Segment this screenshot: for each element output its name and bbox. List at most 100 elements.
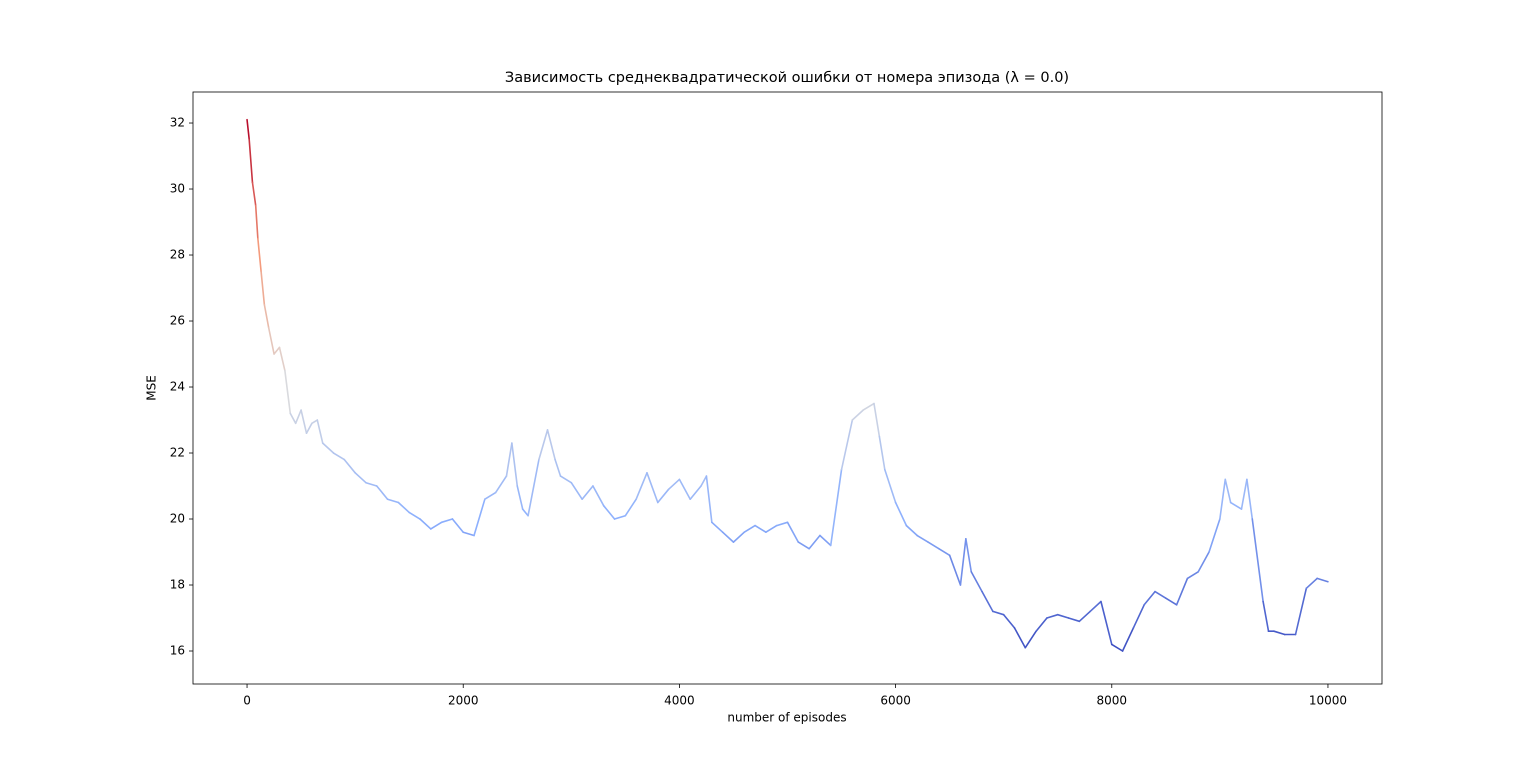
line-segment [516,485,524,510]
line-segment [1110,643,1124,652]
x-tick-label: 0 [243,694,251,708]
line-segment [678,478,692,501]
line-segment [251,181,257,207]
line-segment [484,491,497,501]
line-segment [1262,600,1270,633]
line-segment [1294,587,1308,636]
y-tick-label: 26 [170,314,185,328]
y-tick-label: 30 [170,182,185,196]
line-segment [527,458,540,517]
line-segment [1046,613,1059,619]
line-segment [257,237,262,273]
line-segment [1024,630,1037,649]
line-segment [1089,600,1102,613]
y-tick-label: 32 [170,116,185,130]
x-tick-label: 4000 [664,694,695,708]
line-segment [408,511,421,520]
x-tick-label: 8000 [1096,694,1127,708]
line-segment [1316,577,1329,583]
line-segment [754,524,767,534]
y-tick-label: 28 [170,248,185,262]
line-segment [873,402,881,438]
line-segment [538,429,549,461]
line-segment [1246,478,1254,520]
line-segment [667,478,681,491]
line-segment [354,472,367,484]
line-segment [429,521,443,530]
line-segment [689,485,702,501]
y-tick-label: 20 [170,512,185,526]
line-segment [840,419,854,471]
line-segment [511,442,519,487]
line-segment [494,475,508,494]
line-segment [294,409,302,425]
line-segment [248,138,254,184]
line-segment [1273,630,1286,636]
line-segment [505,442,513,477]
y-tick-label: 18 [170,578,185,592]
line-segment [278,346,286,372]
line-segment [808,534,821,550]
line-segment [1143,590,1156,606]
line-segment [1165,597,1178,606]
line-segment [1035,617,1048,633]
line-segment [321,442,335,454]
line-segment [624,498,637,517]
line-segment [959,538,967,586]
line-segment [386,498,400,504]
line-segment [862,402,875,411]
line-segment [883,468,897,504]
y-tick-label: 16 [170,644,185,658]
line-segment [732,531,746,543]
line-segment [554,458,562,477]
line-segment [365,481,378,487]
line-segment [289,412,297,425]
line-segment [851,409,864,421]
line-segment [473,498,486,537]
line-segment [1186,571,1200,580]
line-segment [451,518,465,534]
line-segment [375,485,389,501]
x-tick-label: 6000 [880,694,911,708]
line-segment [1067,617,1081,623]
plot-area [246,118,1329,652]
line-segment [970,571,983,593]
line-segment [260,270,266,306]
line-segment [765,524,778,534]
line-segment [1224,478,1232,504]
line-segment [1305,577,1318,590]
line-segment [938,547,951,557]
line-segment [916,534,929,543]
x-tick-label: 2000 [448,694,479,708]
line-segment [1100,600,1113,646]
line-segment [602,505,616,520]
line-segment [419,518,432,530]
line-segment [311,419,319,425]
line-segment [948,554,962,586]
line-segment [1208,518,1221,553]
line-segment [1175,577,1189,606]
line-segment [440,518,454,524]
line-segment [343,458,356,474]
line-segment [332,452,346,461]
line-segment [992,610,1005,616]
line-segment [559,475,573,484]
line-segment [1251,518,1264,603]
x-axis-label: number of episodes [727,711,846,725]
line-segment [711,521,724,534]
line-segment [1154,590,1167,600]
line-segment [1002,613,1016,629]
line-segment [656,488,670,504]
line-segment [965,538,973,573]
y-tick-label: 24 [170,380,185,394]
line-segment [570,481,583,501]
line-segment [981,590,994,613]
line-segment [316,419,324,444]
line-segment [635,472,648,501]
line-segment [700,475,708,487]
line-segment [1197,551,1210,573]
x-tick-label: 10000 [1309,694,1347,708]
